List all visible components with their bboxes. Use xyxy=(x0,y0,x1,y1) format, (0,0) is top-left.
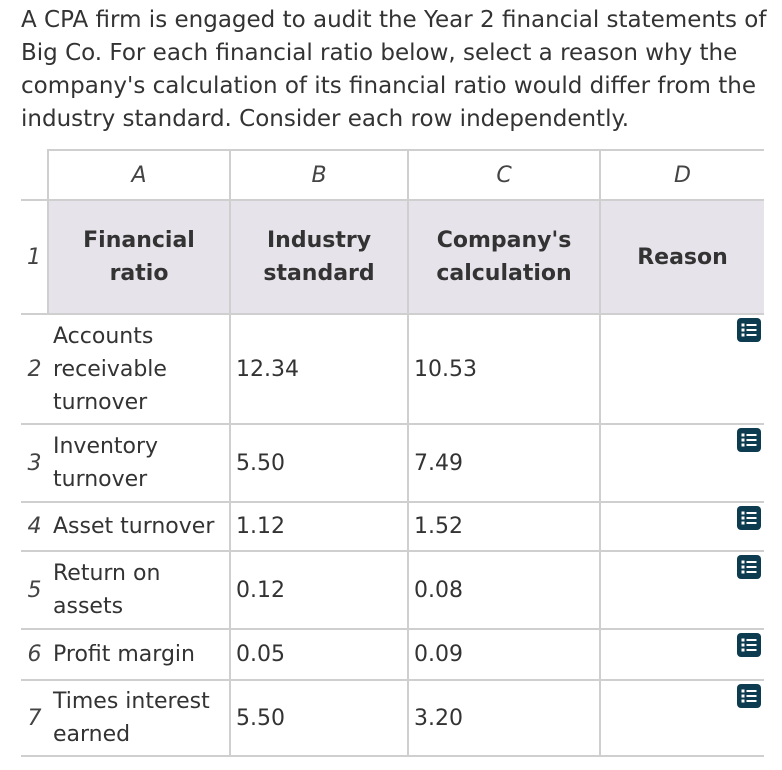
row-number: 4 xyxy=(21,501,48,552)
header-company-calculation: Company's calculation xyxy=(407,199,601,315)
reason-dropdown-button[interactable] xyxy=(737,633,761,657)
reason-dropdown-button[interactable] xyxy=(737,506,761,530)
table-row: 7 Times interest earned 5.50 3.20 xyxy=(21,679,764,757)
table-row: 3 Inventory turnover 5.50 7.49 xyxy=(21,423,764,503)
industry-standard-cell: 5.50 xyxy=(229,679,409,757)
row-number: 1 xyxy=(21,199,48,315)
financial-ratio-cell: Asset turnover xyxy=(48,501,231,552)
list-dropdown-icon xyxy=(740,321,758,339)
company-calculation-cell: 7.49 xyxy=(407,423,601,503)
reason-cell[interactable] xyxy=(599,501,764,552)
column-letter-a: A xyxy=(47,149,231,201)
financial-ratio-cell: Accounts receivable turnover xyxy=(48,313,231,425)
row-number: 7 xyxy=(21,679,48,757)
reason-dropdown-button[interactable] xyxy=(737,428,761,452)
financial-ratio-cell: Return on assets xyxy=(48,550,231,630)
industry-standard-cell: 1.12 xyxy=(229,501,409,552)
table-row: 5 Return on assets 0.12 0.08 xyxy=(21,550,764,630)
company-calculation-cell: 10.53 xyxy=(407,313,601,425)
company-calculation-cell: 1.52 xyxy=(407,501,601,552)
header-reason: Reason xyxy=(599,199,764,315)
list-dropdown-icon xyxy=(740,687,758,705)
financial-ratio-cell: Times interest earned xyxy=(48,679,231,757)
column-letter-b: B xyxy=(229,149,409,201)
column-letter-c: C xyxy=(407,149,601,201)
reason-cell[interactable] xyxy=(599,423,764,503)
reason-cell[interactable] xyxy=(599,313,764,425)
industry-standard-cell: 5.50 xyxy=(229,423,409,503)
question-text: A CPA firm is engaged to audit the Year … xyxy=(21,7,767,132)
reason-cell[interactable] xyxy=(599,550,764,630)
row-number: 3 xyxy=(21,423,48,503)
industry-standard-cell: 12.34 xyxy=(229,313,409,425)
ratio-table: A B C D 1 Financial ratio Industry stand… xyxy=(21,149,764,757)
row-number: 5 xyxy=(21,550,48,630)
header-financial-ratio: Financial ratio xyxy=(47,199,231,315)
reason-dropdown-button[interactable] xyxy=(737,318,761,342)
reason-cell[interactable] xyxy=(599,628,764,681)
financial-ratio-cell: Inventory turnover xyxy=(48,423,231,503)
reason-cell[interactable] xyxy=(599,679,764,757)
company-calculation-cell: 0.08 xyxy=(407,550,601,630)
list-dropdown-icon xyxy=(740,636,758,654)
company-calculation-cell: 3.20 xyxy=(407,679,601,757)
reason-dropdown-button[interactable] xyxy=(737,555,761,579)
reason-dropdown-button[interactable] xyxy=(737,684,761,708)
industry-standard-cell: 0.05 xyxy=(229,628,409,681)
table-row: 6 Profit margin 0.05 0.09 xyxy=(21,628,764,681)
industry-standard-cell: 0.12 xyxy=(229,550,409,630)
financial-ratio-cell: Profit margin xyxy=(48,628,231,681)
column-letter-row: A B C D xyxy=(21,149,764,201)
table-row: 2 Accounts receivable turnover 12.34 10.53 xyxy=(21,313,764,425)
column-letter-d: D xyxy=(599,149,764,201)
list-dropdown-icon xyxy=(740,509,758,527)
header-industry-standard: Industry standard xyxy=(229,199,409,315)
table-row: 4 Asset turnover 1.12 1.52 xyxy=(21,501,764,552)
list-dropdown-icon xyxy=(740,431,758,449)
corner-cell xyxy=(21,150,49,201)
row-number: 6 xyxy=(21,628,48,681)
header-row: 1 Financial ratio Industry standard Comp… xyxy=(21,199,764,315)
company-calculation-cell: 0.09 xyxy=(407,628,601,681)
list-dropdown-icon xyxy=(740,558,758,576)
row-number: 2 xyxy=(21,313,48,425)
